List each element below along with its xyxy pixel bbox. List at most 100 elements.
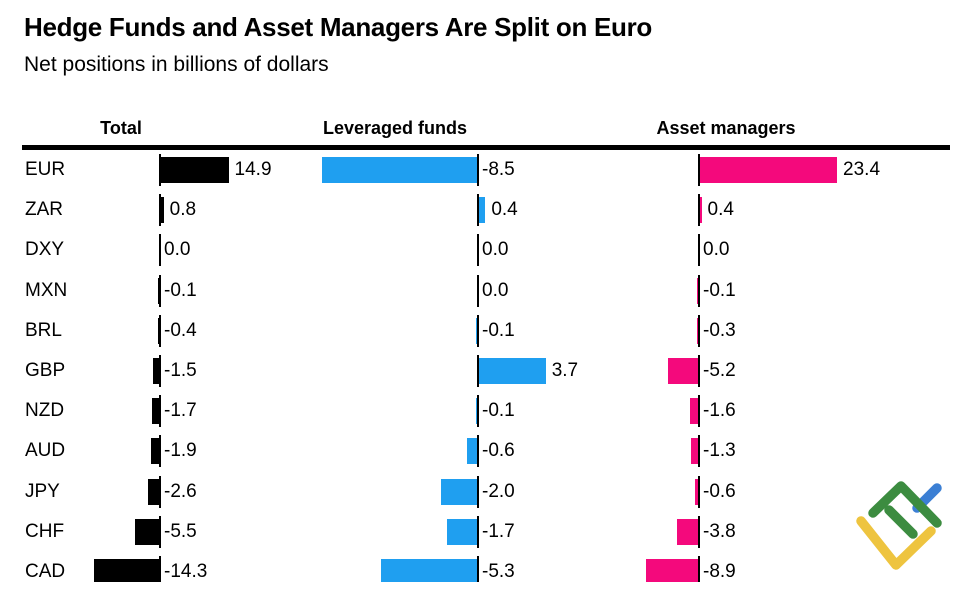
axis-tick [159,314,161,347]
bar-chf-leveraged-funds [446,518,478,545]
bar-eur-total [160,157,229,183]
value-label-brl-leveraged-funds: -0.1 [482,319,515,341]
value-label-nzd-leveraged-funds: -0.1 [482,400,515,422]
bar-gbp-leveraged-funds [478,358,546,384]
axis-tick [698,395,700,428]
bar-nzd-leveraged-funds [475,398,478,425]
value-label-brl-asset-managers: -0.3 [703,319,736,341]
axis-tick [159,475,161,508]
axis-tick [477,475,479,508]
value-label-mxn-total: -0.1 [164,279,197,301]
value-label-eur-asset-managers: 23.4 [843,159,881,180]
axis-tick [477,435,479,468]
bar-brl-asset-managers [696,317,699,344]
axis-tick [477,194,479,227]
axis-tick [698,435,700,468]
value-label-jpy-leveraged-funds: -2.0 [482,480,515,502]
axis-tick [159,435,161,468]
value-label-aud-asset-managers: -1.3 [703,440,736,462]
axis-tick [159,234,161,267]
value-label-zar-asset-managers: 0.4 [707,199,734,221]
chart-area: EUR 14.9 -8.5 23.4 ZAR 0.8 0.4 0.4 DXY 0.0 0.0 0.0 M… [25,154,881,582]
value-label-gbp-asset-managers: -5.2 [703,360,736,381]
row-label-aud: AUD [25,440,66,462]
bar-nzd-asset-managers [689,398,699,425]
value-label-chf-asset-managers: -3.8 [703,520,736,542]
chart-subtitle: Net positions in billions of dollars [24,53,329,76]
row-label-nzd: NZD [25,400,65,422]
bar-brl-total [157,317,160,344]
axis-tick [159,515,161,548]
row-label-dxy: DXY [25,239,65,261]
bar-mxn-asset-managers [696,277,699,304]
value-label-jpy-asset-managers: -0.6 [703,480,736,502]
axis-tick [698,515,700,548]
bar-chf-total [134,518,160,545]
bar-brl-leveraged-funds [475,317,478,344]
value-label-nzd-asset-managers: -1.6 [703,400,736,422]
bar-cad-total [94,559,160,582]
row-label-cad: CAD [25,561,66,582]
row-label-jpy: JPY [25,480,60,502]
bar-jpy-total [148,478,160,505]
value-label-chf-leveraged-funds: -1.7 [482,520,515,542]
axis-tick [477,395,479,428]
axis-tick [159,395,161,428]
value-label-eur-total: 14.9 [234,159,272,180]
bar-aud-total [151,438,160,465]
axis-tick [477,314,479,347]
column-header-asset-managers: Asset managers [656,118,796,138]
value-label-cad-leveraged-funds: -5.3 [482,561,515,582]
value-label-aud-leveraged-funds: -0.6 [482,440,515,462]
value-label-brl-total: -0.4 [164,319,197,341]
axis-tick [698,274,700,307]
axis-tick [159,154,161,186]
bar-zar-total [160,197,164,224]
axis-tick [477,274,479,307]
value-label-chf-total: -5.5 [164,520,197,542]
column-header-leveraged-funds: Leveraged funds [322,118,468,138]
axis-tick [477,234,479,267]
value-label-aud-total: -1.9 [164,440,197,462]
column-header-total: Total [100,118,142,138]
chart-title: Hedge Funds and Asset Managers Are Split… [24,12,652,42]
value-label-zar-leveraged-funds: 0.4 [491,199,518,221]
value-label-jpy-total: -2.6 [164,480,197,502]
value-label-dxy-asset-managers: 0.0 [703,239,730,261]
axis-tick [477,355,479,387]
bar-jpy-leveraged-funds [441,478,478,505]
axis-tick [159,355,161,387]
axis-tick [698,475,700,508]
row-label-zar: ZAR [25,199,63,221]
value-label-eur-leveraged-funds: -8.5 [482,159,515,180]
axis-tick [477,556,479,582]
value-label-dxy-leveraged-funds: 0.0 [482,239,509,261]
bar-aud-asset-managers [691,438,699,465]
litefinance-logo [856,481,942,570]
row-label-chf: CHF [25,520,65,542]
bar-cad-asset-managers [646,559,699,582]
value-label-gbp-leveraged-funds: 3.7 [551,360,579,381]
bar-gbp-asset-managers [668,358,699,384]
axis-tick [698,355,700,387]
axis-tick [698,314,700,347]
axis-tick [698,556,700,582]
axis-tick [159,194,161,227]
bar-chf-asset-managers [676,518,699,545]
logo-green-chevron [868,481,942,528]
axis-tick [477,154,479,186]
value-label-mxn-asset-managers: -0.1 [703,279,736,301]
logo-yellow-check [856,516,936,570]
axis-tick [698,194,700,227]
value-label-mxn-leveraged-funds: 0.0 [482,279,509,301]
axis-tick [698,154,700,186]
axis-tick [477,515,479,548]
row-label-brl: BRL [25,319,62,341]
value-label-cad-total: -14.3 [164,561,208,582]
bar-zar-leveraged-funds [478,197,486,224]
axis-tick [698,234,700,267]
bar-eur-asset-managers [699,157,838,183]
axis-tick [159,274,161,307]
bar-zar-asset-managers [699,197,702,224]
header-rule [22,145,950,150]
